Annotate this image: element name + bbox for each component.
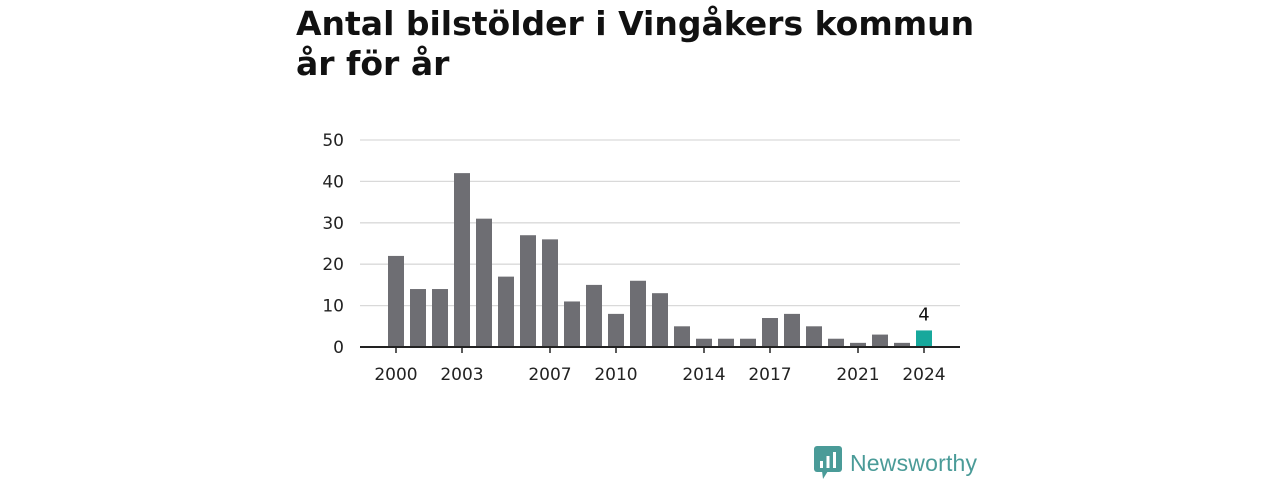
x-tick-label: 2021: [836, 365, 879, 385]
bar-2007: [542, 239, 558, 347]
bar-2011: [630, 280, 646, 347]
x-tick-label: 2024: [902, 365, 945, 385]
bar-2012: [652, 293, 668, 347]
bar-2002: [432, 289, 448, 347]
bar-2015: [718, 338, 734, 347]
bar-2005: [498, 276, 514, 347]
x-tick-label: 2017: [748, 365, 791, 385]
bar-2013: [674, 326, 690, 347]
bar-2000: [388, 255, 404, 347]
bar-2003: [454, 173, 470, 347]
y-axis: 0 10 20 30 40 50: [322, 131, 344, 358]
y-tick-label: 20: [322, 255, 344, 275]
x-tick-label: 2007: [528, 365, 571, 385]
grid-lines: [360, 139, 960, 307]
bar-2024: [916, 330, 932, 347]
x-axis: 2000 2003 2007 2010 2014 2017 2021 2024: [360, 346, 960, 385]
data-label-2024: 4: [918, 304, 929, 325]
newsworthy-logo: Newsworthy: [814, 445, 977, 481]
bar-2018: [784, 313, 800, 347]
bar-2021: [850, 342, 866, 347]
bar-2020: [828, 338, 844, 347]
bar-2023: [894, 342, 910, 347]
x-tick-label: 2010: [594, 365, 637, 385]
bar-2016: [740, 338, 756, 347]
bar-2017: [762, 318, 778, 347]
y-tick-label: 10: [322, 297, 344, 317]
x-tick-label: 2003: [440, 365, 483, 385]
bar-2014: [696, 338, 712, 347]
brand-name: Newsworthy: [850, 449, 978, 476]
bar-2001: [410, 289, 426, 347]
bar-series: [388, 173, 932, 347]
data-labels: 4: [918, 304, 929, 325]
y-tick-label: 50: [322, 131, 344, 151]
bar-chart-speech-bubble-icon: [814, 446, 842, 479]
bar-2022: [872, 334, 888, 347]
y-tick-label: 0: [333, 338, 344, 358]
bar-2010: [608, 313, 624, 347]
y-tick-label: 40: [322, 172, 344, 192]
bar-2008: [564, 301, 580, 347]
bar-2009: [586, 284, 602, 347]
bar-2004: [476, 218, 492, 347]
x-tick-label: 2014: [682, 365, 725, 385]
x-tick-label: 2000: [374, 365, 417, 385]
chart-title: Antal bilstölder i Vingåkers kommun år f…: [296, 4, 975, 83]
y-tick-label: 30: [322, 214, 344, 234]
bar-2006: [520, 235, 536, 347]
bar-2019: [806, 326, 822, 347]
